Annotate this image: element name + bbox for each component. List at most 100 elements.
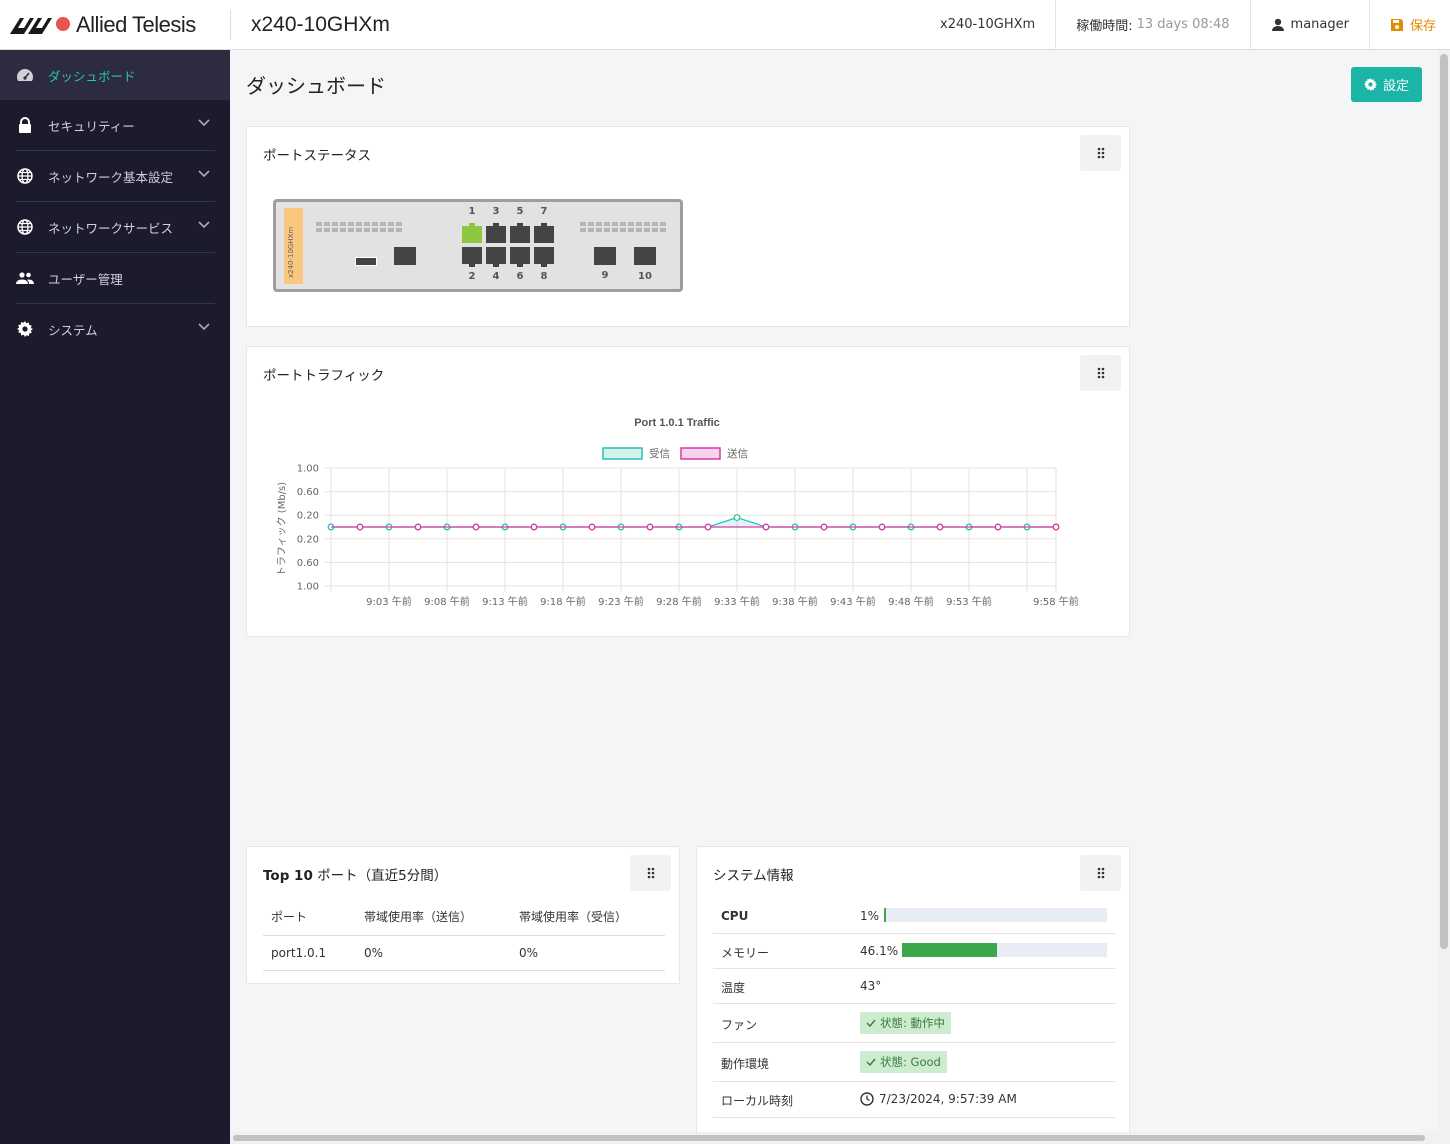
led-panel (580, 222, 666, 232)
port-number: 10 (638, 271, 652, 282)
y-tick-label: 0.20 (297, 511, 319, 522)
y-tick-label: 0.60 (297, 558, 319, 569)
y-tick-label: 0.20 (297, 534, 319, 545)
users-icon (16, 269, 34, 287)
device-title: x240-10GHXm (251, 12, 390, 36)
sidebar-item-user-management[interactable]: ユーザー管理 (0, 253, 230, 303)
horizontal-scrollbar[interactable] (230, 1132, 1438, 1144)
scrollbar-thumb[interactable] (233, 1135, 1425, 1141)
y-tick-label: 0.60 (297, 487, 319, 498)
gear-icon (1363, 78, 1377, 91)
console-port[interactable] (394, 247, 416, 265)
fan-label: ファン (721, 1018, 758, 1032)
x-tick-label: 9:08 午前 (424, 595, 470, 608)
drag-handle-button[interactable] (630, 855, 671, 891)
cpu-value: 1% (860, 909, 880, 923)
data-point (878, 523, 886, 531)
chevron-down-icon (198, 170, 210, 178)
save-button[interactable]: 保存 (1368, 0, 1450, 50)
port-8[interactable] (534, 247, 554, 267)
sfp-port-9[interactable] (594, 247, 616, 265)
y-tick-label: 1.00 (297, 464, 319, 475)
port-6[interactable] (510, 247, 530, 267)
card-title: ポートトラフィック (263, 368, 385, 384)
page-title: ダッシュボード (246, 74, 386, 98)
fan-row: ファン 状態: 動作中 (713, 1004, 1115, 1043)
led-panel (316, 222, 402, 232)
sidebar-item-label: ユーザー管理 (48, 271, 123, 287)
environment-status-text: 状態: Good (880, 1055, 941, 1069)
table-row[interactable]: port1.0.1 0% 0% (263, 935, 665, 971)
main-content: ダッシュボード 設定 ポートステータス x240-10GHXm 1 3 5 7 (230, 50, 1438, 1136)
port-7[interactable] (534, 223, 554, 243)
environment-status: 状態: Good (860, 1051, 947, 1073)
card-title: ポートステータス (263, 148, 371, 164)
card-title: Top 10 ポート（直近5分間） (263, 864, 447, 884)
cpu-usage-bar (884, 908, 1107, 922)
cpu-label: CPU (721, 909, 749, 923)
vertical-scrollbar[interactable] (1438, 50, 1450, 1144)
drag-handle-icon (1097, 147, 1104, 159)
sidebar-item-label: ネットワーク基本設定 (48, 169, 174, 185)
sidebar-divider (16, 303, 215, 304)
traffic-chart: Port 1.0.1 Traffic 受信 送信 トラフィック (Mb/s) 1… (276, 417, 1079, 608)
x-tick-label: 9:03 午前 (366, 595, 412, 608)
sidebar-item-network-services[interactable]: ネットワークサービス (0, 202, 230, 252)
sidebar-item-network-basic[interactable]: ネットワーク基本設定 (0, 151, 230, 201)
save-icon (1390, 18, 1403, 31)
memory-usage-bar (902, 943, 1107, 957)
chevron-down-icon (198, 323, 210, 331)
port-number: 2 (468, 271, 476, 282)
hostname: x240-10GHXm (940, 17, 1036, 32)
port-number: 6 (516, 271, 524, 282)
scrollbar-thumb[interactable] (1440, 54, 1448, 949)
column-header: ポート (263, 899, 356, 936)
table-cell: 0% (511, 935, 665, 971)
drag-handle-button[interactable] (1080, 355, 1121, 391)
top-header: Allied Telesis x240-10GHXm x240-10GHXm 稼… (0, 0, 1450, 50)
x-tick-label: 9:13 午前 (482, 595, 528, 608)
data-point (733, 514, 741, 522)
fan-status-text: 状態: 動作中 (880, 1016, 946, 1030)
port-2[interactable] (462, 247, 482, 267)
sidebar-item-system[interactable]: システム (0, 304, 230, 354)
port-3[interactable] (486, 223, 506, 243)
card-title-rest: ポート（直近5分間） (312, 868, 448, 884)
drag-handle-button[interactable] (1080, 855, 1121, 891)
memory-row: メモリー 46.1% (713, 934, 1115, 969)
port-number: 8 (540, 271, 548, 282)
data-point (1052, 523, 1060, 531)
cpu-usage-fill (884, 908, 887, 922)
user-icon (1271, 18, 1284, 31)
drag-handle-icon (647, 867, 654, 879)
settings-label: 設定 (1382, 79, 1409, 94)
brand-name: Allied Telesis (76, 11, 196, 37)
brand-logo[interactable]: Allied Telesis (0, 0, 230, 50)
usb-port (355, 257, 377, 266)
drag-handle-icon (1097, 867, 1104, 879)
data-point (588, 523, 596, 531)
card-title-bold: Top 10 (263, 868, 313, 884)
series-line (331, 516, 1056, 528)
x-tick-label: 9:33 午前 (714, 595, 760, 608)
x-tick-label: 9:43 午前 (830, 595, 876, 608)
sidebar-divider (16, 252, 215, 253)
data-point (646, 523, 654, 531)
user-name: manager (1290, 17, 1349, 32)
drag-handle-button[interactable] (1080, 135, 1121, 171)
sidebar-item-security[interactable]: セキュリティー (0, 100, 230, 150)
cpu-row: CPU 1% (713, 899, 1115, 934)
legend-tx-swatch (680, 447, 721, 460)
port-status-card: ポートステータス x240-10GHXm 1 3 5 7 2 (246, 126, 1130, 327)
sidebar-item-dashboard[interactable]: ダッシュボード (0, 50, 230, 100)
port-1[interactable] (462, 223, 482, 243)
data-point (704, 523, 712, 531)
user-menu[interactable]: manager (1249, 0, 1369, 50)
clock-icon (860, 1092, 874, 1106)
port-5[interactable] (510, 223, 530, 243)
sfp-port-10[interactable] (634, 247, 656, 265)
port-4[interactable] (486, 247, 506, 267)
globe-icon (16, 167, 34, 185)
x-tick-label: 9:53 午前 (946, 595, 992, 608)
settings-button[interactable]: 設定 (1351, 67, 1422, 102)
